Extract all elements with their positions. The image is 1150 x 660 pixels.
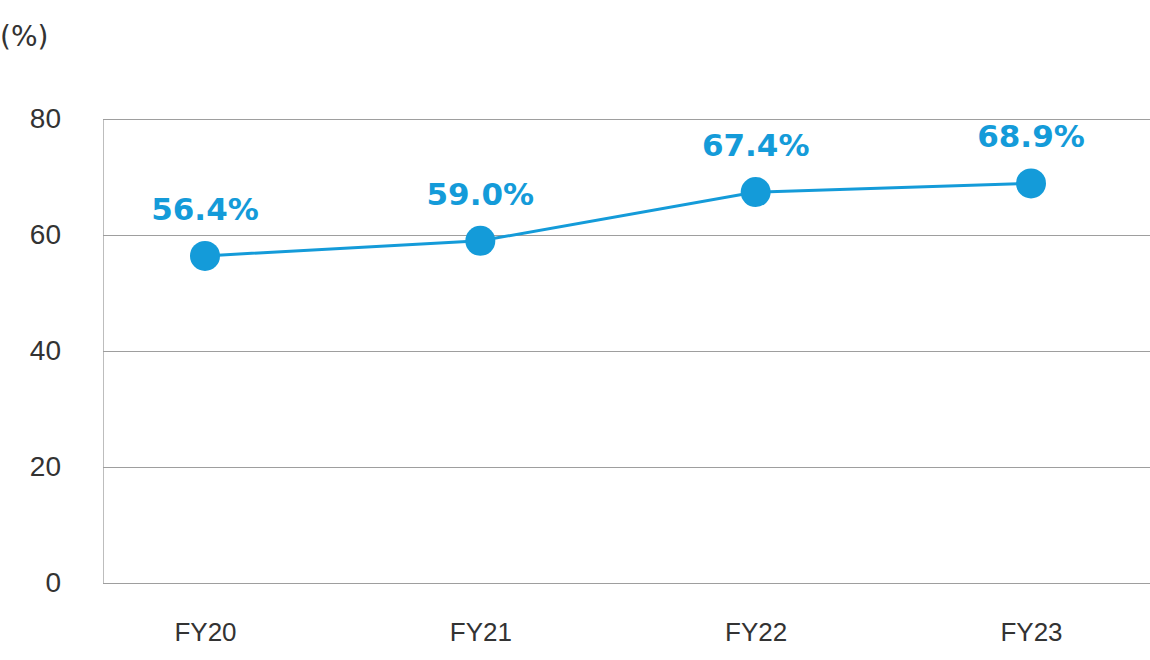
grid-line bbox=[103, 351, 1150, 352]
grid-line bbox=[103, 467, 1150, 468]
chart: 0 20 40 60 80 FY20 FY21 FY22 FY23 (%) 56.4% 59.0% 67… bbox=[0, 0, 1150, 660]
y-axis: 0 20 40 60 80 bbox=[30, 103, 1150, 598]
x-tick: FY22 bbox=[725, 583, 787, 647]
y-tick-label: 40 bbox=[30, 335, 61, 366]
marker bbox=[1016, 168, 1046, 198]
y-tick-label: 60 bbox=[30, 219, 61, 250]
x-tick: FY21 bbox=[450, 583, 512, 647]
x-axis: FY20 FY21 FY22 FY23 bbox=[174, 583, 1062, 647]
marker bbox=[190, 241, 220, 271]
y-axis-title: (%) bbox=[0, 20, 48, 53]
y-tick: 0 bbox=[45, 567, 1150, 598]
x-tick: FY20 bbox=[174, 583, 236, 647]
x-tick: FY23 bbox=[1000, 583, 1062, 647]
grid-line bbox=[103, 235, 1150, 236]
x-tick-label: FY22 bbox=[725, 617, 787, 647]
marker bbox=[465, 226, 495, 256]
x-tick-label: FY21 bbox=[450, 617, 512, 647]
data-label: 67.4% bbox=[702, 127, 810, 163]
y-tick-label: 0 bbox=[45, 567, 61, 598]
data-label: 56.4% bbox=[151, 191, 259, 227]
grid-line bbox=[103, 583, 1150, 584]
x-tick-label: FY23 bbox=[1000, 617, 1062, 647]
data-label: 59.0% bbox=[427, 176, 535, 212]
marker bbox=[741, 177, 771, 207]
line bbox=[205, 183, 1031, 256]
y-tick-label: 80 bbox=[30, 103, 61, 134]
y-tick: 20 bbox=[30, 451, 1150, 482]
plot-area bbox=[190, 168, 1046, 271]
x-tick-label: FY20 bbox=[174, 617, 236, 647]
y-tick: 40 bbox=[30, 335, 1150, 366]
y-tick-label: 20 bbox=[30, 451, 61, 482]
data-label: 68.9% bbox=[977, 118, 1085, 154]
